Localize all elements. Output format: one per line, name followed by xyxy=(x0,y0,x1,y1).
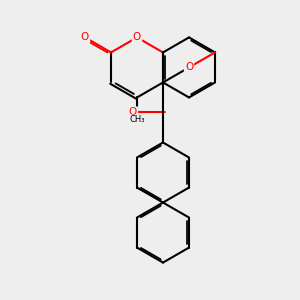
Text: CH₃: CH₃ xyxy=(129,116,145,124)
Text: O: O xyxy=(185,62,193,72)
Text: O: O xyxy=(129,107,137,118)
Text: O: O xyxy=(81,32,89,42)
Text: O: O xyxy=(133,32,141,42)
